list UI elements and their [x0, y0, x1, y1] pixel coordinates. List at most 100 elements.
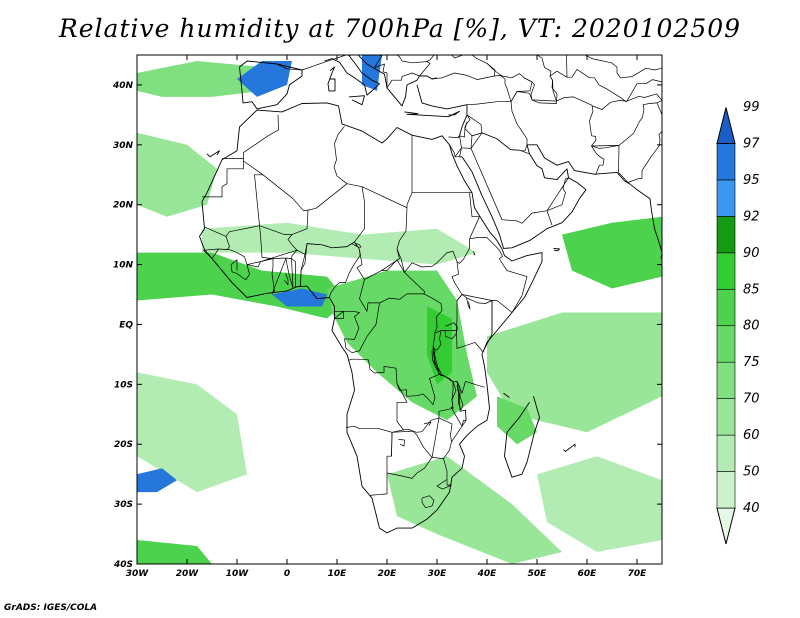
humidity-region-iberia-moist [237, 61, 292, 97]
humidity-region-atlantic-subtropical-band [137, 132, 217, 217]
border-angola-zambia [396, 373, 457, 433]
border-caspian-sea [523, 55, 558, 104]
lat-tick-label: 20N [113, 201, 134, 211]
lon-tick-label: 10W [226, 569, 250, 579]
border-western-sahara [202, 158, 244, 198]
colorbar-level-label: 70 [743, 392, 760, 407]
colorbar-swatch [716, 252, 736, 290]
lon-tick-label: 30W [126, 569, 150, 579]
humidity-fill-layer [137, 55, 662, 564]
colorbar: 40 50 60 70 75 80 85 90 92 95 97 99 [716, 100, 760, 545]
colorbar-swatch [716, 216, 736, 254]
colorbar-swatch [716, 179, 736, 217]
humidity-region-arabian-sea-moist [562, 216, 662, 289]
coastline-italy [324, 55, 380, 96]
colorbar-level-label: 97 [743, 136, 760, 151]
border-sudan-eritrea-ethiopia [456, 192, 480, 264]
lat-tick-label: 30S [114, 500, 133, 510]
border-malawi [450, 381, 467, 427]
colorbar-level-label: 75 [743, 355, 760, 370]
humidity-region-south-atlantic-core [137, 468, 177, 493]
border-dead-sea-red-sea [449, 144, 462, 158]
grads-credit: GrADS: IGES/COLA [4, 603, 98, 613]
border-lake-volta [284, 273, 289, 286]
lat-tick-label: EQ [119, 320, 133, 330]
colorbar-level-label: 99 [743, 100, 760, 115]
colorbar-swatch [716, 471, 736, 509]
border-europe-south [301, 55, 431, 89]
lon-tick-label: 60E [578, 569, 598, 579]
border-mozambique-north [451, 410, 467, 442]
colorbar-swatch [716, 288, 736, 327]
colorbar-max-arrow [716, 107, 736, 144]
coastline-reunion-mauritius [563, 443, 576, 452]
border-caucasus [486, 63, 533, 103]
border-drc [347, 293, 443, 406]
lon-tick-label: 20W [176, 569, 200, 579]
coastline-persian-coast [527, 144, 662, 253]
coastline-arabian-peninsula [459, 144, 587, 249]
latitude-axis: 40N 30N 20N 10N EQ 10S 20S 30S 40S [112, 81, 662, 570]
border-black-sea [426, 55, 496, 80]
border-lesotho [421, 495, 435, 509]
map-frame [136, 54, 663, 565]
border-okavango-delta [398, 439, 405, 447]
humidity-region-south-west-corner [137, 540, 212, 564]
colorbar-min-arrow [716, 507, 736, 545]
lon-tick-label: 20E [378, 569, 398, 579]
colorbar-level-label: 40 [743, 501, 760, 516]
lat-tick-label: 20S [114, 440, 133, 450]
border-lake-tana [472, 251, 476, 256]
lat-tick-label: 40N [112, 81, 134, 91]
border-gabon-congo [334, 302, 380, 353]
border-saudi-yemen-oman [470, 132, 569, 226]
colorbar-level-label: 90 [743, 246, 760, 261]
colorbar-level-label: 92 [743, 209, 760, 224]
border-lake-malawi [456, 381, 464, 411]
border-eritrea-ethiopia-djibouti [461, 237, 528, 313]
border-senegal-gambia-guinea [203, 236, 250, 280]
humidity-region-south-indian-streak [537, 456, 662, 552]
coastline-layer [199, 55, 662, 534]
colorbar-level-label: 60 [743, 428, 760, 443]
lat-tick-label: 30N [113, 141, 134, 151]
colorbar-level-label: 85 [743, 282, 760, 297]
border-algeria-niger-libya [307, 126, 348, 211]
coastline-iberia [239, 60, 303, 110]
colorbar-swatch [716, 325, 736, 363]
lon-tick-label: 70E [628, 569, 648, 579]
humidity-region-gulf-of-guinea-core [272, 288, 327, 307]
colorbar-level-label: 80 [743, 319, 760, 334]
coastline-sicily [348, 95, 365, 106]
border-west-african-inland [246, 225, 306, 295]
lon-tick-label: 40E [477, 569, 498, 579]
border-libya-egypt-sudan [361, 135, 463, 301]
coastline-anatolia-levant [416, 84, 468, 138]
humidity-region-central-africa-moist [327, 270, 477, 421]
coastline-madagascar [504, 396, 540, 478]
coastline-sardinia-corsica [327, 66, 336, 92]
colorbar-swatch [716, 434, 736, 472]
humidity-region-southern-africa-band [387, 456, 562, 564]
colorbar-level-label: 95 [743, 173, 760, 188]
border-layer [202, 55, 662, 509]
coastline-socotra [553, 247, 560, 252]
border-lake-turkana [466, 297, 471, 310]
border-lake-chad [354, 242, 362, 248]
border-lake-tanganyika [431, 344, 443, 377]
border-central-asia [549, 55, 662, 103]
border-botswana-sa-zimbabwe [386, 417, 453, 479]
lat-tick-label: 10S [114, 380, 133, 390]
colorbar-swatch [716, 143, 736, 181]
coastline-cyprus-crete [404, 110, 460, 118]
border-mozambique-sa [436, 458, 452, 490]
border-lake-victoria [444, 322, 458, 340]
lat-tick-label: 40S [113, 560, 133, 570]
coastline-comoros [503, 392, 510, 398]
map-title: Relative humidity at 700hPa [%], VT: 202… [58, 14, 742, 43]
coastline-africa-coast [199, 102, 543, 534]
colorbar-swatch [716, 398, 736, 436]
humidity-region-south-atlantic-band [137, 372, 247, 493]
colorbar-swatch [716, 361, 736, 399]
